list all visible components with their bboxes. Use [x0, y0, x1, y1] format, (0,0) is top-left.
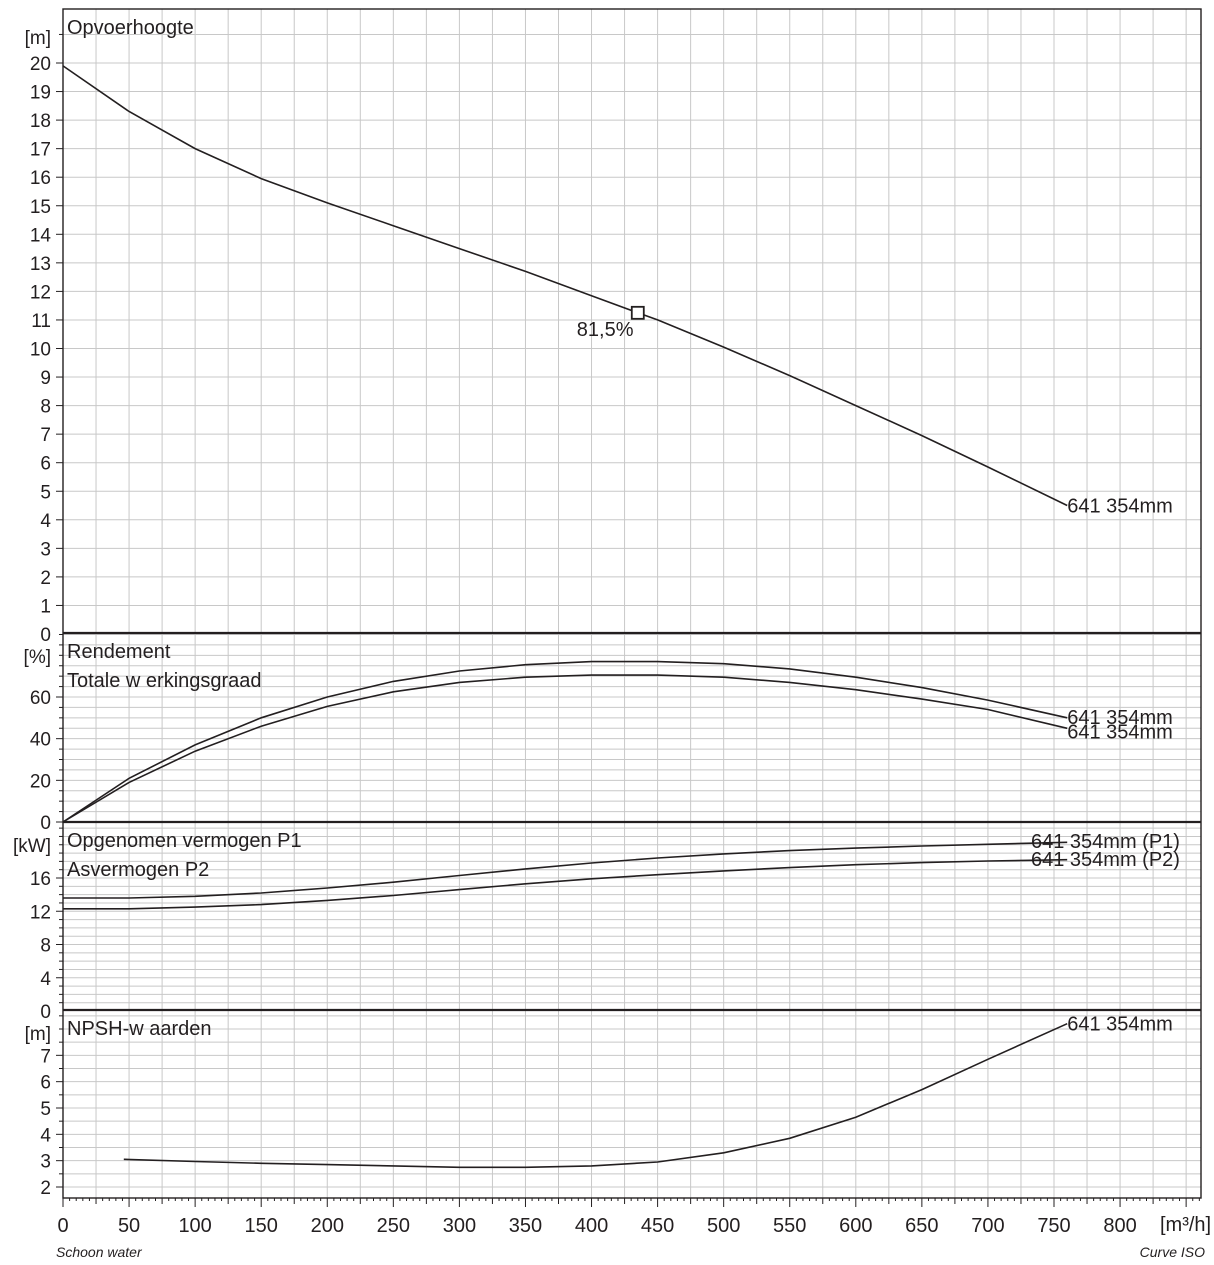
y-tick-label: 8: [40, 397, 51, 418]
series-label: 641 354mm: [1067, 496, 1173, 518]
x-tick-label: 500: [707, 1215, 740, 1237]
x-tick-label: 250: [377, 1215, 410, 1237]
y-tick-label: 4: [40, 1125, 51, 1146]
x-tick-label: 350: [509, 1215, 542, 1237]
y-tick-label: 14: [30, 225, 52, 246]
x-tick-label: 700: [971, 1215, 1004, 1237]
series-label: 641 354mm: [1067, 721, 1173, 743]
y-tick-label: 16: [30, 869, 51, 890]
plot-frame: [62, 8, 1202, 1199]
x-tick-label: 450: [641, 1215, 674, 1237]
y-unit-label: [m]: [25, 28, 51, 49]
y-tick-label: 18: [30, 111, 51, 132]
y-tick-label: 7: [40, 425, 51, 446]
panel-title: Opgenomen vermogen P1: [67, 830, 302, 852]
y-tick-label: 0: [40, 625, 51, 646]
panel-subtitle: Asvermogen P2: [67, 859, 209, 881]
y-tick-label: 6: [40, 1073, 51, 1094]
y-tick-label: 16: [30, 168, 51, 189]
panel-title: Rendement: [67, 641, 171, 663]
y-tick-label: 40: [30, 730, 51, 751]
y-tick-label: 10: [30, 340, 51, 361]
y-tick-label: 15: [30, 197, 51, 218]
tick-layer: [56, 33, 1200, 1207]
x-tick-label: 750: [1037, 1215, 1070, 1237]
y-tick-label: 5: [40, 482, 51, 503]
panel-subtitle: Totale w erkingsgraad: [67, 670, 262, 692]
x-tick-label: 150: [245, 1215, 278, 1237]
x-tick-label: 200: [311, 1215, 344, 1237]
y-tick-label: 3: [40, 1152, 51, 1173]
series-label: 641 354mm: [1067, 1014, 1173, 1036]
y-unit-label: [%]: [24, 647, 51, 668]
series-label: 641 354mm: [1067, 707, 1173, 729]
y-tick-label: 6: [40, 454, 51, 475]
y-tick-label: 3: [40, 539, 51, 560]
y-tick-label: 7: [40, 1046, 51, 1067]
y-tick-label: 0: [40, 813, 51, 834]
x-tick-label: 0: [57, 1215, 68, 1237]
x-tick-label: 400: [575, 1215, 608, 1237]
y-tick-label: 20: [30, 771, 51, 792]
x-tick-label: 600: [839, 1215, 872, 1237]
series-label: 641 354mm (P2): [1031, 849, 1180, 871]
x-tick-label: 650: [905, 1215, 938, 1237]
series-line: [63, 841, 1068, 899]
y-tick-label: 20: [30, 54, 51, 75]
panel-title: Opvoerhoogte: [67, 17, 194, 39]
series-line: [62, 65, 1068, 507]
y-tick-label: 17: [30, 140, 51, 161]
y-tick-label: 9: [40, 368, 51, 389]
y-tick-label: 13: [30, 254, 51, 275]
x-tick-label: 50: [118, 1215, 140, 1237]
y-tick-label: 2: [40, 568, 51, 589]
text-layer: 0 50 100 150 200 250 300 350 400 450 500 550 600 650 7…: [13, 17, 1180, 1237]
y-tick-label: 4: [40, 511, 51, 532]
series-line: [62, 674, 1068, 823]
series-line: [63, 858, 1068, 910]
efficiency-annotation: 81,5%: [577, 319, 634, 341]
series-label: 641 354mm (P1): [1031, 831, 1180, 853]
x-tick-label: 100: [178, 1215, 211, 1237]
y-tick-label: 5: [40, 1099, 51, 1120]
curve-layer: [62, 65, 1068, 1169]
x-tick-label: 550: [773, 1215, 806, 1237]
series-line: [123, 1022, 1068, 1169]
operating-point-marker: [630, 305, 645, 320]
y-tick-label: 60: [30, 688, 51, 709]
y-tick-label: 1: [40, 596, 51, 617]
x-tick-label: 800: [1103, 1215, 1136, 1237]
panel-title: NPSH-w aarden: [67, 1018, 212, 1040]
y-tick-label: 19: [30, 83, 51, 104]
y-tick-label: 0: [40, 1002, 51, 1023]
y-unit-label: [m]: [25, 1024, 51, 1045]
y-tick-label: 12: [30, 902, 51, 923]
y-unit-label: [kW]: [13, 836, 51, 857]
series-line: [62, 660, 1068, 823]
y-tick-label: 4: [40, 969, 51, 990]
y-tick-label: 8: [40, 936, 51, 957]
y-tick-label: 11: [31, 311, 51, 332]
grid-layer: [63, 9, 1201, 1198]
frame-layer: [62, 8, 1202, 1199]
footer-left: Schoon water: [56, 1244, 143, 1260]
x-axis-label: [m³/h]: [1160, 1214, 1211, 1236]
y-tick-label: 12: [30, 282, 51, 303]
x-tick-label: 300: [443, 1215, 476, 1237]
y-tick-label: 2: [40, 1178, 51, 1199]
footer-right: Curve ISO: [1140, 1244, 1205, 1260]
